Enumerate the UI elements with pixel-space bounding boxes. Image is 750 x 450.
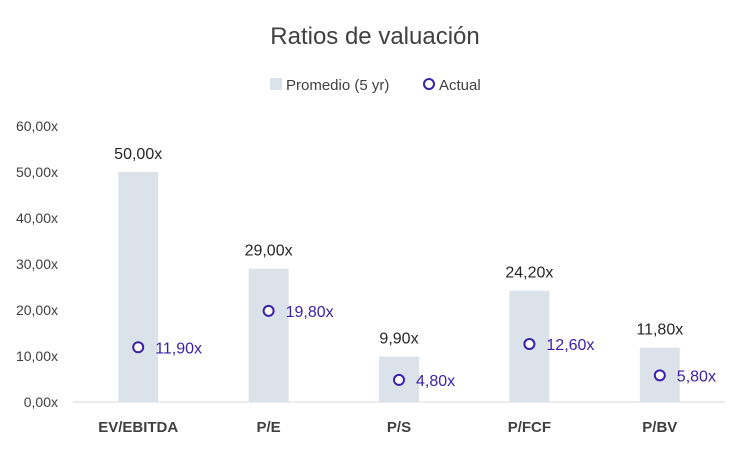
x-tick-label: P/E xyxy=(257,419,281,436)
y-tick-label: 50,00x xyxy=(16,164,58,180)
legend-swatch-average xyxy=(270,78,282,90)
x-tick-label: P/S xyxy=(387,419,411,436)
y-tick-label: 10,00x xyxy=(16,348,58,364)
current-value-marker xyxy=(653,369,666,382)
current-value-label: 11,90x xyxy=(155,340,202,357)
chart-title: Ratios de valuación xyxy=(270,23,479,50)
legend-label-average: Promedio (5 yr) xyxy=(286,77,389,94)
current-value-label: 12,60x xyxy=(546,337,594,354)
average-bar-label: 29,00x xyxy=(245,243,293,260)
x-axis: EV/EBITDA P/E P/S P/FCF P/BV xyxy=(98,419,677,436)
x-tick-label: P/FCF xyxy=(508,419,551,436)
legend: Promedio (5 yr) Actual xyxy=(270,77,481,94)
y-axis: 0,00x 10,00x 20,00x 30,00x 40,00x 50,00x 60,00… xyxy=(16,118,58,410)
current-value-label: 19,80x xyxy=(286,304,334,321)
legend-marker-current xyxy=(423,78,435,90)
y-tick-label: 60,00x xyxy=(16,118,58,134)
average-bar xyxy=(248,268,289,402)
y-tick-label: 40,00x xyxy=(16,210,58,226)
average-bar-label: 11,80x xyxy=(636,322,683,339)
average-bar xyxy=(118,172,159,402)
average-bar-label: 24,20x xyxy=(505,265,553,282)
plot-area: 50,00x 11,90x 29,00x 19,80x 9,90x 4,80x 24,20x… xyxy=(114,146,716,402)
y-tick-label: 30,00x xyxy=(16,256,58,272)
current-value-label: 5,80x xyxy=(677,368,716,385)
x-tick-label: P/BV xyxy=(642,419,677,436)
current-value-marker xyxy=(262,304,275,317)
x-tick-label: EV/EBITDA xyxy=(98,419,178,436)
y-tick-label: 20,00x xyxy=(16,302,58,318)
current-value-label: 4,80x xyxy=(416,373,455,390)
current-value-marker xyxy=(523,338,536,351)
y-tick-label: 0,00x xyxy=(24,394,58,410)
current-value-marker xyxy=(393,373,405,386)
average-bar-label: 9,90x xyxy=(379,330,418,347)
average-bar-label: 50,00x xyxy=(114,146,162,163)
current-value-marker xyxy=(132,341,145,354)
legend-label-current: Actual xyxy=(439,77,481,94)
